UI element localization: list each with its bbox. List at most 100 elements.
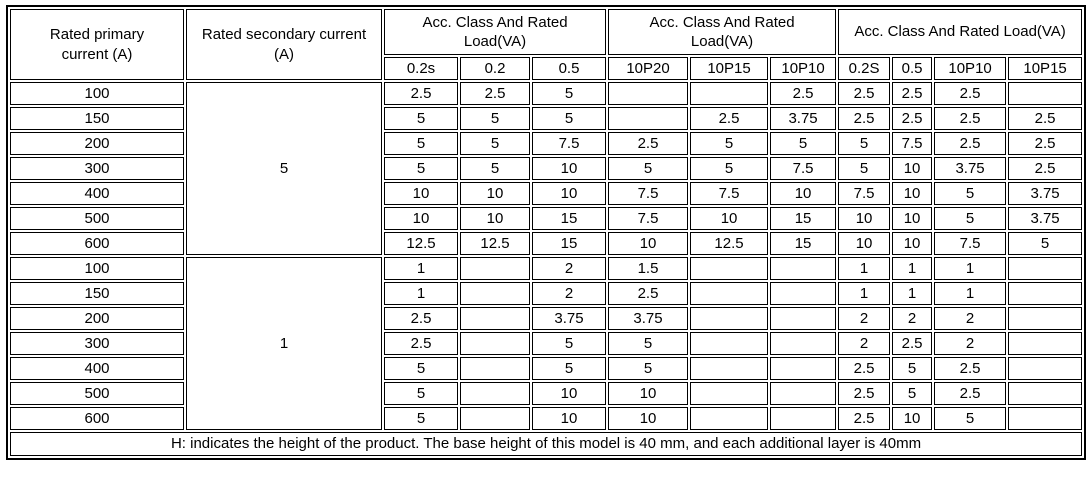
table-body: 100 5 2.5 2.5 5 2.5 2.5 2.5 2.5 150 5 5 5 2.5 3.75 2… [10,82,1083,430]
load-value-cell: 3.75 [608,307,689,330]
load-value-cell: 7.5 [608,182,689,205]
load-value-cell: 2.5 [384,82,458,105]
load-value-cell: 10 [384,182,458,205]
load-value-cell: 2.5 [384,332,458,355]
load-value-cell [1008,407,1083,430]
load-value-cell [608,82,689,105]
load-value-cell: 10 [608,407,689,430]
load-value-cell: 2.5 [838,382,891,405]
load-value-cell: 1 [934,282,1007,305]
load-value-cell: 5 [892,382,933,405]
load-value-cell: 3.75 [1008,182,1083,205]
primary-current-cell: 600 [10,232,184,255]
load-value-cell: 10 [838,232,891,255]
load-value-cell: 5 [608,332,689,355]
load-value-cell: 10 [892,232,933,255]
load-value-cell: 15 [532,207,607,230]
load-value-cell [1008,307,1083,330]
load-value-cell: 2 [838,307,891,330]
load-value-cell: 2.5 [838,107,891,130]
load-value-cell [690,307,769,330]
load-value-cell: 10 [892,207,933,230]
load-value-cell: 2.5 [934,132,1007,155]
col-header-0-2: 0.2 [460,57,530,80]
load-value-cell: 2 [934,332,1007,355]
primary-current-header: Rated primary current (A) [10,9,184,80]
load-value-cell: 5 [532,82,607,105]
load-value-cell: 2.5 [892,107,933,130]
primary-current-cell: 150 [10,282,184,305]
load-value-cell [770,282,837,305]
load-value-cell: 5 [690,157,769,180]
header-subcolumn-row: 0.2s 0.2 0.5 10P20 10P15 10P10 0.2S 0.5 … [10,57,1083,80]
load-value-cell [1008,82,1083,105]
table-row: 300 5 5 10 5 5 7.5 5 10 3.75 2.5 [10,157,1083,180]
load-value-cell: 5 [460,132,530,155]
load-value-cell [770,382,837,405]
load-value-cell [770,407,837,430]
load-value-cell: 2.5 [460,82,530,105]
load-value-cell: 2.5 [1008,132,1083,155]
load-value-cell: 1 [892,282,933,305]
load-value-cell: 7.5 [608,207,689,230]
load-value-cell: 1 [838,257,891,280]
load-value-cell: 5 [384,132,458,155]
load-value-cell: 10 [892,407,933,430]
load-value-cell: 2.5 [934,107,1007,130]
load-value-cell [690,282,769,305]
load-value-cell: 10 [532,382,607,405]
load-value-cell [460,407,530,430]
group-header-3: Acc. Class And Rated Load(VA) [838,9,1083,55]
load-value-cell: 7.5 [532,132,607,155]
load-value-cell: 2.5 [838,407,891,430]
load-value-cell: 5 [384,357,458,380]
secondary-current-cell: 5 [186,82,382,255]
load-value-cell: 5 [532,107,607,130]
load-value-cell: 10 [608,232,689,255]
load-value-cell [1008,382,1083,405]
load-value-cell: 5 [384,157,458,180]
load-value-cell: 5 [532,357,607,380]
load-value-cell [690,357,769,380]
col-header-0-5-b: 0.5 [892,57,933,80]
load-value-cell: 15 [532,232,607,255]
load-value-cell [460,382,530,405]
load-value-cell: 5 [892,357,933,380]
load-value-cell: 15 [770,207,837,230]
header-group-row: Rated primary current (A) Rated secondar… [10,9,1083,80]
load-value-cell [608,107,689,130]
load-value-cell: 2.5 [892,82,933,105]
load-value-cell: 2.5 [892,332,933,355]
load-value-cell: 7.5 [690,182,769,205]
load-value-cell: 7.5 [770,157,837,180]
col-header-10p10-b: 10P10 [934,57,1007,80]
load-value-cell: 2.5 [934,382,1007,405]
load-value-cell: 2.5 [838,82,891,105]
load-value-cell: 7.5 [934,232,1007,255]
load-value-cell: 3.75 [934,157,1007,180]
load-value-cell: 5 [1008,232,1083,255]
col-header-0-2s: 0.2s [384,57,458,80]
primary-current-cell: 300 [10,332,184,355]
load-value-cell [770,307,837,330]
primary-current-cell: 100 [10,257,184,280]
load-value-cell: 1 [384,257,458,280]
table-row: 500 10 10 15 7.5 10 15 10 10 5 3.75 [10,207,1083,230]
load-value-cell [1008,257,1083,280]
load-value-cell: 10 [690,207,769,230]
load-value-cell: 7.5 [838,182,891,205]
load-value-cell: 2.5 [690,107,769,130]
load-value-cell: 2.5 [384,307,458,330]
load-value-cell [690,407,769,430]
col-header-10p10: 10P10 [770,57,837,80]
secondary-current-header: Rated secondary current (A) [186,9,382,80]
load-value-cell: 12.5 [690,232,769,255]
group-header-2: Acc. Class And Rated Load(VA) [608,9,837,55]
col-header-0-2s-b: 0.2S [838,57,891,80]
load-value-cell: 2 [934,307,1007,330]
